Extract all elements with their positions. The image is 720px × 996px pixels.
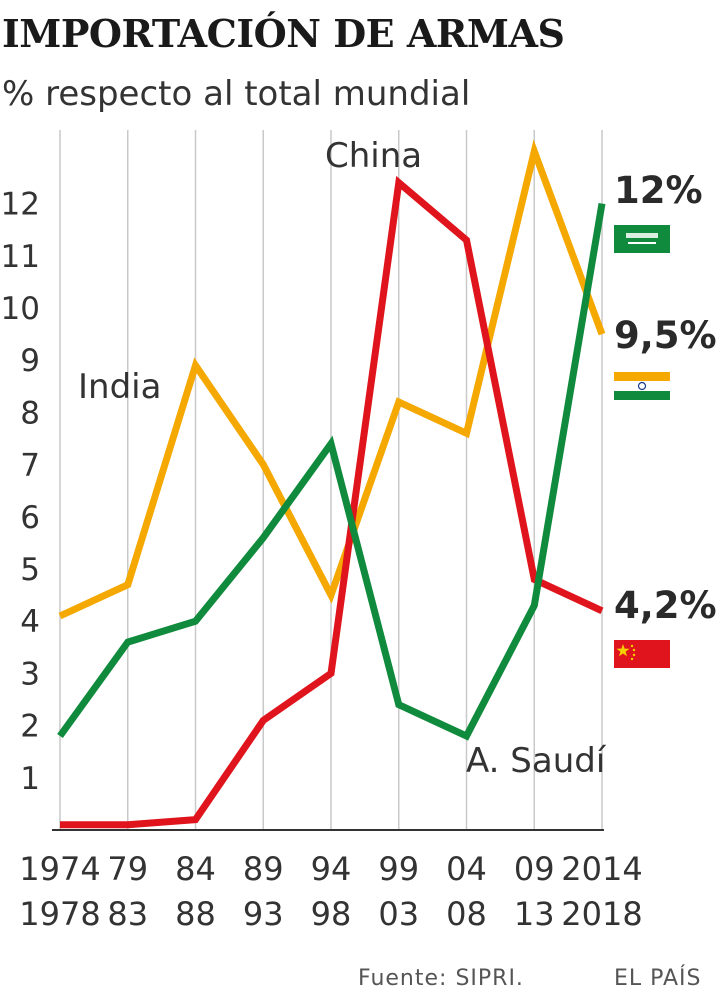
y-tick-label: 10 — [1, 291, 40, 327]
y-tick-label: 3 — [20, 656, 40, 692]
x-tick-label-top: 09 — [514, 850, 555, 888]
end-label-saudi: 12% — [614, 169, 703, 212]
series-lines — [57, 139, 606, 829]
x-tick-label-bottom: 13 — [514, 895, 555, 933]
x-tick-label-top: 84 — [175, 850, 216, 888]
series-label-china: China — [325, 136, 422, 176]
x-tick-label-top: 79 — [107, 850, 148, 888]
saudi-flag-icon — [614, 225, 670, 253]
series-line-india — [58, 139, 606, 620]
y-tick-label: 7 — [20, 448, 40, 484]
series-line-a-saud — [57, 203, 606, 741]
footer-publisher: EL PAÍS — [614, 965, 702, 991]
x-tick-label-bottom: 08 — [446, 895, 487, 933]
chart-title: IMPORTACIÓN DE ARMAS — [2, 11, 564, 56]
x-tick-label-bottom: 83 — [107, 895, 148, 933]
x-tick-label-top: 94 — [311, 850, 352, 888]
y-tick-label: 2 — [20, 709, 40, 745]
end-label-india: 9,5% — [614, 314, 717, 357]
end-label-china: 4,2% — [614, 584, 717, 627]
x-tick-label-bottom: 93 — [243, 895, 284, 933]
x-tick-label-bottom: 1978 — [19, 895, 100, 933]
x-tick-label-bottom: 88 — [175, 895, 216, 933]
y-tick-label: 11 — [1, 239, 40, 275]
grid-lines — [59, 130, 603, 830]
y-tick-label: 9 — [20, 343, 40, 379]
x-tick-label-top: 1974 — [19, 850, 100, 888]
x-tick-label-bottom: 98 — [311, 895, 352, 933]
x-tick-label-top: 2014 — [561, 850, 642, 888]
y-tick-label: 8 — [20, 395, 40, 431]
footer-source: Fuente: SIPRI. — [358, 966, 524, 991]
india-flag-icon — [614, 372, 670, 400]
y-tick-label: 12 — [1, 187, 40, 223]
y-tick-label: 5 — [20, 552, 40, 588]
x-tick-label-bottom: 03 — [378, 895, 419, 933]
china-flag-icon — [614, 640, 670, 668]
series-label-saudi: A. Saudí — [466, 741, 607, 781]
x-tick-label-top: 04 — [446, 850, 487, 888]
x-tick-label-top: 89 — [243, 850, 284, 888]
series-label-india: India — [78, 367, 161, 407]
y-tick-label: 1 — [20, 761, 40, 797]
x-tick-label-top: 99 — [378, 850, 419, 888]
y-tick-label: 4 — [20, 604, 40, 640]
x-tick-label-bottom: 2018 — [561, 895, 642, 933]
y-tick-label: 6 — [20, 500, 40, 536]
series-line-china — [60, 175, 604, 829]
chart-subtitle: % respecto al total mundial — [2, 74, 470, 114]
